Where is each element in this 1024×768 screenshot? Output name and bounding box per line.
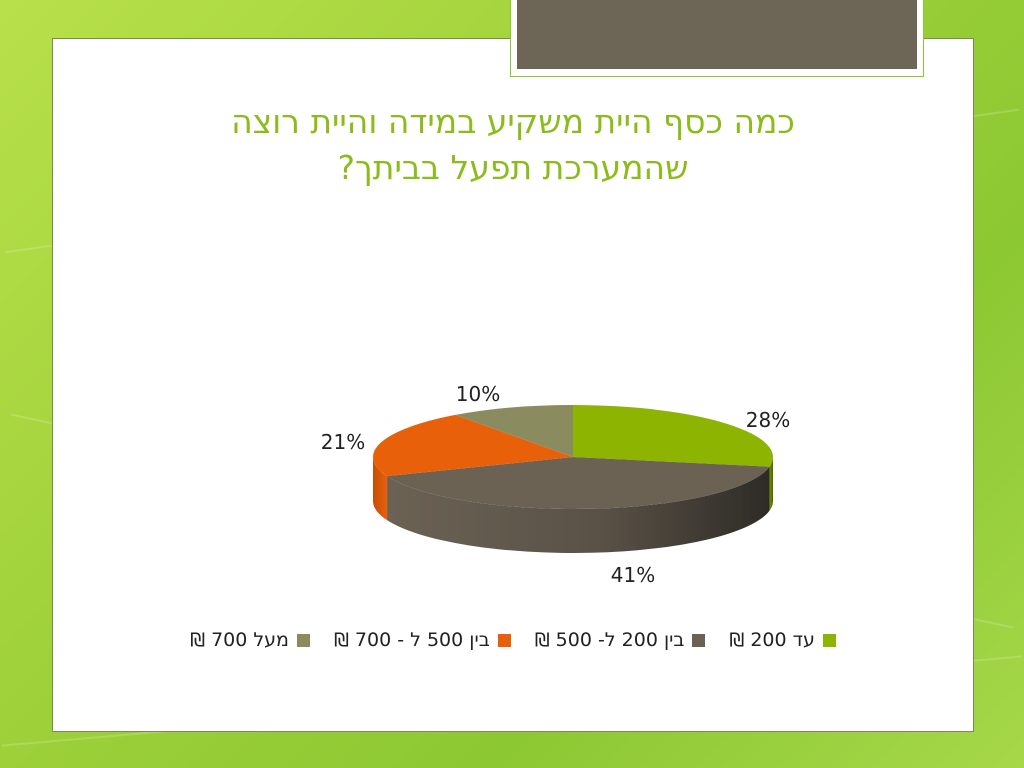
slice-200-500-side bbox=[387, 466, 770, 553]
slide: כמה כסף היית משקיע במידה והיית רוצה שהמע… bbox=[52, 38, 974, 732]
legend-label: עד 200 ₪ bbox=[729, 629, 815, 651]
legend-swatch bbox=[692, 633, 706, 647]
legend-label: מעל 700 ₪ bbox=[190, 629, 289, 651]
title-line-1: כמה כסף היית משקיע במידה והיית רוצה bbox=[231, 102, 795, 141]
legend-swatch bbox=[497, 633, 511, 647]
slice-upto-200-top bbox=[573, 405, 773, 467]
data-label-slice-500-700: 21% bbox=[321, 430, 365, 454]
data-label-slice-upto-200: 28% bbox=[746, 408, 790, 432]
legend-item-200-500: בין 200 ל- 500 ₪ bbox=[535, 629, 706, 651]
slice-over-700-top bbox=[455, 405, 573, 457]
legend-item-500-700: בין 500 ל - 700 ₪ bbox=[334, 629, 511, 651]
chart-legend: עד 200 ₪ בין 200 ל- 500 ₪ בין 500 ל - 70… bbox=[53, 629, 973, 651]
legend-swatch bbox=[822, 633, 836, 647]
title-line-2: שהמערכת תפעל בביתך? bbox=[337, 148, 689, 187]
title-tab-decoration bbox=[510, 0, 924, 77]
legend-label: בין 500 ל - 700 ₪ bbox=[333, 629, 490, 651]
slice-200-500-top bbox=[387, 457, 770, 510]
chart-title: כמה כסף היית משקיע במידה והיית רוצה שהמע… bbox=[53, 99, 973, 191]
legend-swatch bbox=[296, 633, 310, 647]
slice-500-700-side bbox=[373, 457, 388, 521]
slice-upto-200-side bbox=[769, 457, 773, 511]
legend-item-over-700: מעל 700 ₪ bbox=[190, 629, 310, 651]
data-label-slice-over-700: 10% bbox=[456, 382, 500, 406]
pie-chart: 28% 41% 21% 10% bbox=[321, 382, 790, 587]
title-tab-fill bbox=[517, 0, 917, 69]
slice-500-700-top bbox=[373, 414, 573, 477]
data-label-slice-200-500: 41% bbox=[611, 563, 655, 587]
legend-item-upto-200: עד 200 ₪ bbox=[729, 629, 836, 651]
legend-label: בין 200 ל- 500 ₪ bbox=[534, 629, 685, 651]
